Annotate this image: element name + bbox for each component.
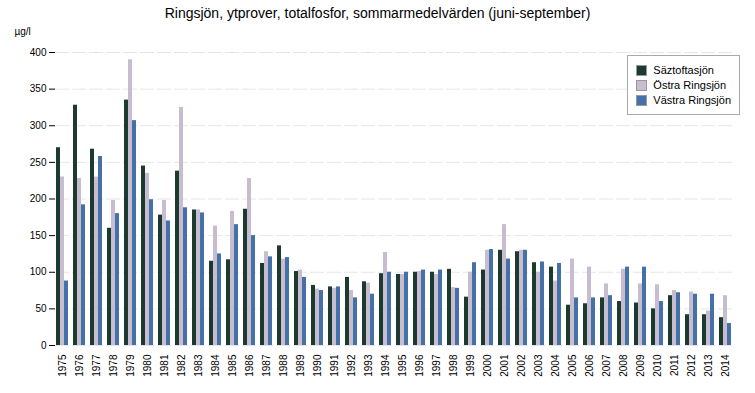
svg-text:1995: 1995 [397, 354, 408, 377]
svg-text:1976: 1976 [74, 354, 85, 377]
svg-text:2003: 2003 [533, 354, 544, 377]
svg-text:1990: 1990 [312, 354, 323, 377]
svg-text:2010: 2010 [652, 354, 663, 377]
html-text:Östra Ringsjön: Östra Ringsjön [653, 79, 727, 91]
svg-text:2005: 2005 [567, 354, 578, 377]
svg-text:150: 150 [30, 230, 47, 241]
svg-text:1992: 1992 [346, 354, 357, 377]
svg-text:1982: 1982 [176, 354, 187, 377]
svg-text:1984: 1984 [210, 354, 221, 377]
svg-text:1986: 1986 [244, 354, 255, 377]
svg-text:1988: 1988 [278, 354, 289, 377]
svg-text:2009: 2009 [635, 354, 646, 377]
svg-text:2011: 2011 [669, 354, 680, 376]
svg-text:250: 250 [30, 157, 47, 168]
svg-text:1987: 1987 [261, 354, 272, 377]
svg-text:1983: 1983 [193, 354, 204, 377]
html-text:Säztoftasjön: Säztoftasjön [653, 64, 714, 76]
svg-text:1991: 1991 [329, 354, 340, 377]
svg-text:100: 100 [30, 266, 47, 277]
svg-text:400: 400 [30, 47, 47, 58]
svg-text:200: 200 [30, 193, 47, 204]
svg-text:1977: 1977 [91, 354, 102, 377]
svg-text:1978: 1978 [108, 354, 119, 377]
svg-text:1980: 1980 [142, 354, 153, 377]
svg-text:1994: 1994 [380, 354, 391, 377]
svg-text:2007: 2007 [601, 354, 612, 377]
svg-text:300: 300 [30, 120, 47, 131]
svg-text:1996: 1996 [414, 354, 425, 377]
svg-text:1997: 1997 [431, 354, 442, 377]
svg-text:1993: 1993 [363, 354, 374, 377]
html-text:Västra Ringsjön: Västra Ringsjön [653, 94, 731, 106]
svg-text:2006: 2006 [584, 354, 595, 377]
svg-text:1985: 1985 [227, 354, 238, 377]
svg-text:1999: 1999 [465, 354, 476, 377]
svg-text:µg/l: µg/l [15, 26, 31, 37]
svg-text:2008: 2008 [618, 354, 629, 377]
svg-text:2001: 2001 [499, 354, 510, 377]
svg-text:1998: 1998 [448, 354, 459, 377]
svg-text:1989: 1989 [295, 354, 306, 377]
svg-text:2000: 2000 [482, 354, 493, 377]
svg-text:1981: 1981 [159, 354, 170, 377]
svg-text:2012: 2012 [686, 354, 697, 377]
svg-text:50: 50 [35, 303, 47, 314]
svg-text:2002: 2002 [516, 354, 527, 377]
svg-text:2014: 2014 [720, 354, 731, 377]
svg-text:1979: 1979 [125, 354, 136, 377]
html-text:Ringsjön, ytprover, totalfosfo: Ringsjön, ytprover, totalfosfor, sommarm… [164, 5, 591, 21]
svg-text:350: 350 [30, 83, 47, 94]
svg-text:1975: 1975 [57, 354, 68, 377]
svg-text:0: 0 [41, 340, 47, 351]
svg-text:2013: 2013 [703, 354, 714, 377]
svg-text:2004: 2004 [550, 354, 561, 377]
